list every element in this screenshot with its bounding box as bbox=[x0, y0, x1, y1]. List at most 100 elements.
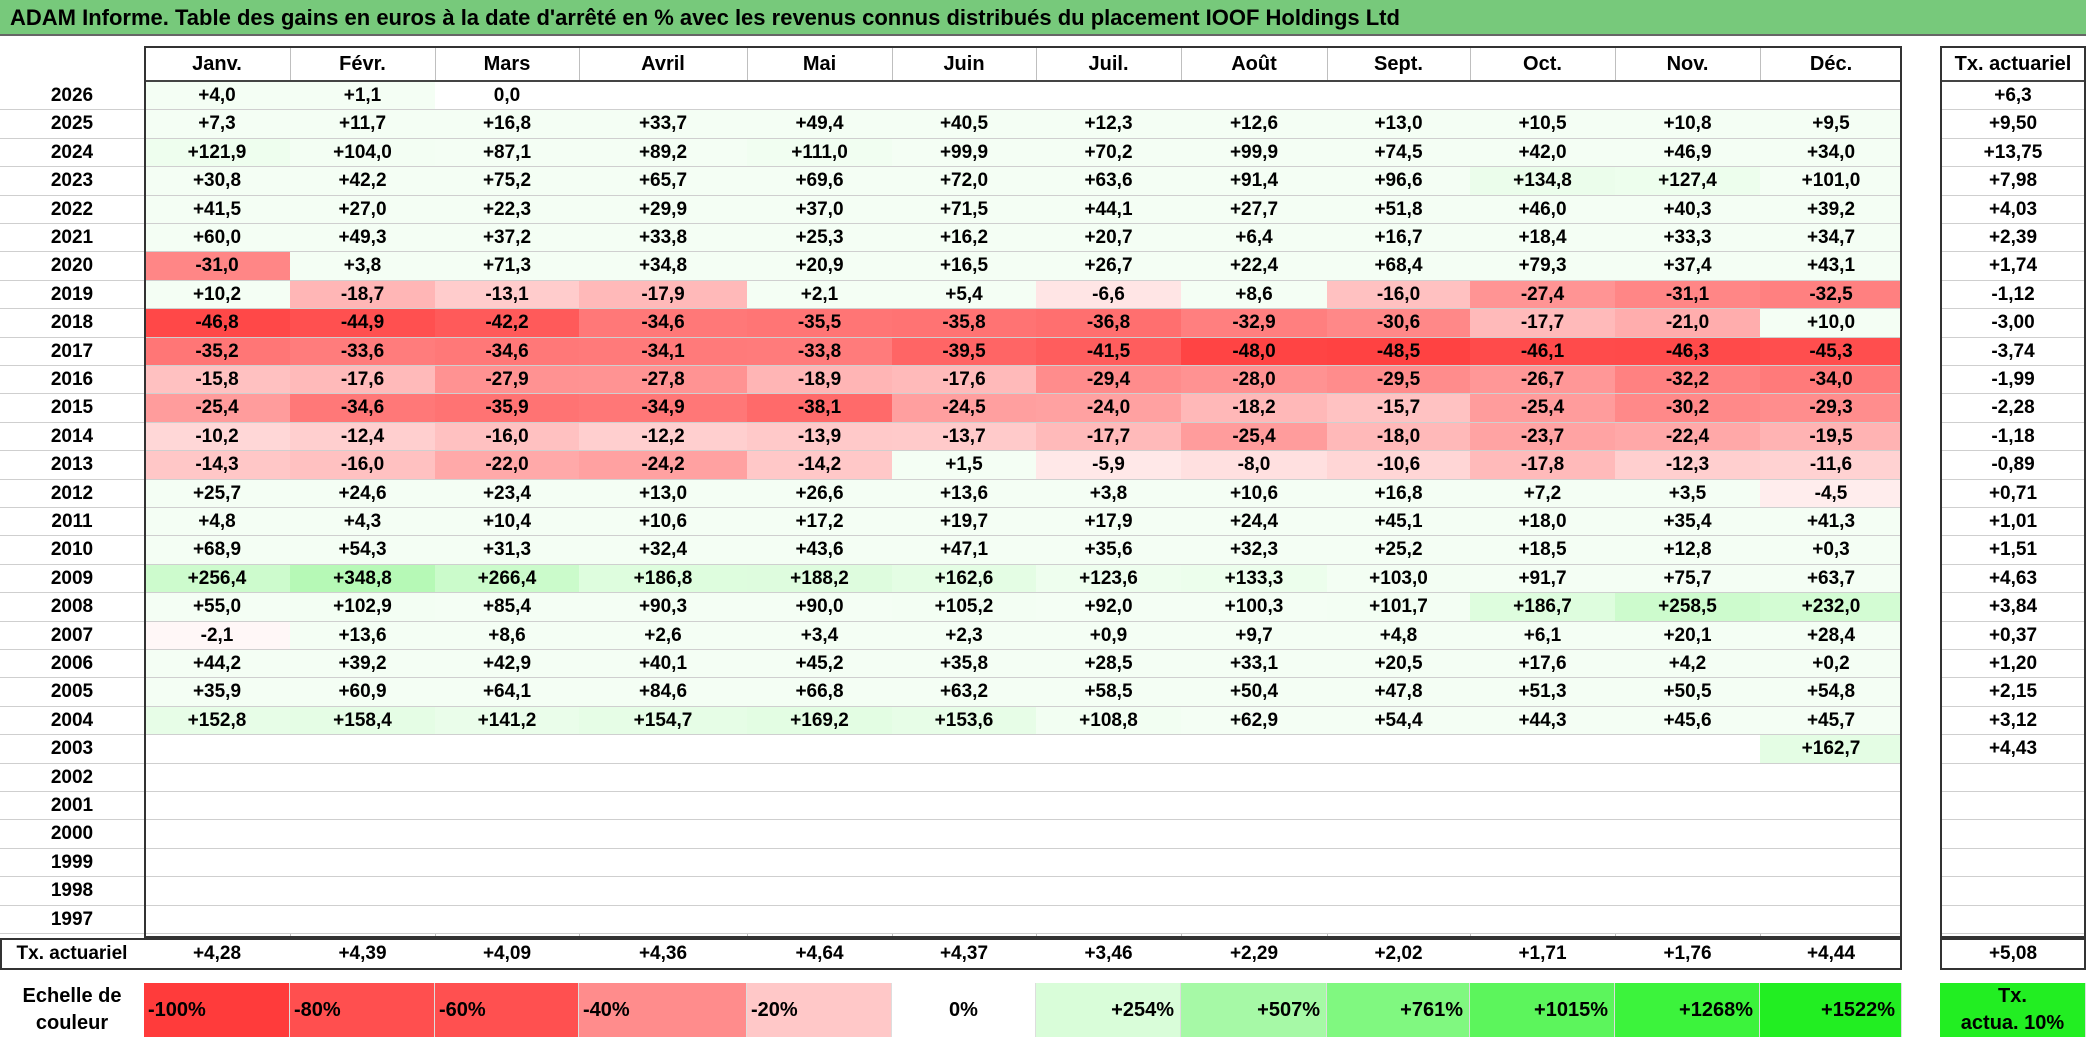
year-label: 1997 bbox=[0, 906, 144, 934]
table-cell bbox=[1327, 848, 1470, 878]
scale-swatch: -60% bbox=[435, 983, 579, 1037]
table-cell: +63,7 bbox=[1760, 564, 1902, 594]
row-rate-cell: -3,00 bbox=[1940, 309, 2086, 338]
month-header: Févr. bbox=[290, 46, 435, 82]
row-rate-cell: -1,99 bbox=[1940, 366, 2086, 395]
table-cell: +0,3 bbox=[1760, 536, 1902, 565]
row-rate-cell: +3,12 bbox=[1940, 707, 2086, 736]
table-cell: +17,6 bbox=[1470, 650, 1615, 679]
table-cell: -21,0 bbox=[1615, 309, 1760, 338]
table-cell: -32,5 bbox=[1760, 280, 1902, 310]
table-cell bbox=[747, 792, 892, 821]
table-cell: +6,4 bbox=[1181, 224, 1327, 253]
table-cell: +42,9 bbox=[435, 650, 579, 679]
year-label: 2022 bbox=[0, 196, 144, 224]
table-cell bbox=[1036, 792, 1181, 821]
table-cell: +105,2 bbox=[892, 593, 1036, 622]
table-cell: +84,6 bbox=[579, 678, 747, 707]
table-cell bbox=[1181, 763, 1327, 792]
table-cell: -34,9 bbox=[579, 394, 747, 423]
table-cell: +23,4 bbox=[435, 479, 579, 508]
scale-label-line: couleur bbox=[35, 1012, 109, 1034]
table-cell: +186,7 bbox=[1470, 593, 1615, 622]
row-rate-cell: +2,39 bbox=[1940, 224, 2086, 253]
table-cell: +35,6 bbox=[1036, 536, 1181, 565]
table-cell: -22,4 bbox=[1615, 422, 1760, 452]
table-cell: +258,5 bbox=[1615, 593, 1760, 622]
table-cell: -46,1 bbox=[1470, 337, 1615, 366]
table-cell: +34,7 bbox=[1760, 224, 1902, 253]
table-cell: +22,4 bbox=[1181, 252, 1327, 281]
table-cell: +55,0 bbox=[144, 593, 290, 622]
table-cell: +24,4 bbox=[1181, 508, 1327, 537]
table-cell: +101,0 bbox=[1760, 167, 1902, 196]
row-rate-cell: +4,43 bbox=[1940, 735, 2086, 764]
page-title: ADAM Informe. Table des gains en euros à… bbox=[0, 0, 2086, 36]
table-cell: +26,6 bbox=[747, 479, 892, 508]
year-label: 2001 bbox=[0, 792, 144, 821]
table-cell: -4,5 bbox=[1760, 479, 1902, 508]
table-cell: -35,5 bbox=[747, 309, 892, 338]
table-cell: +74,5 bbox=[1327, 138, 1470, 168]
table-cell bbox=[1615, 848, 1760, 878]
table-cell: +12,6 bbox=[1181, 110, 1327, 139]
table-cell: +4,0 bbox=[144, 82, 290, 111]
row-rate-cell: +1,20 bbox=[1940, 650, 2086, 679]
table-cell: +100,3 bbox=[1181, 593, 1327, 622]
year-label: 2005 bbox=[0, 678, 144, 707]
table-cell: +60,9 bbox=[290, 678, 435, 707]
table-cell bbox=[290, 820, 435, 849]
table-cell: +32,4 bbox=[579, 536, 747, 565]
table-cell bbox=[747, 877, 892, 906]
table-cell bbox=[1181, 735, 1327, 764]
table-cell bbox=[1615, 877, 1760, 906]
table-cell bbox=[435, 905, 579, 934]
table-cell bbox=[892, 820, 1036, 849]
table-cell: +25,3 bbox=[747, 224, 892, 253]
table-cell bbox=[579, 877, 747, 906]
table-cell: +90,0 bbox=[747, 593, 892, 622]
table-cell: -32,9 bbox=[1181, 309, 1327, 338]
table-cell: +75,7 bbox=[1615, 564, 1760, 594]
table-cell: +158,4 bbox=[290, 706, 435, 736]
table-cell bbox=[1760, 763, 1902, 792]
scale-swatch: +507% bbox=[1181, 983, 1327, 1037]
table-cell: +7,2 bbox=[1470, 479, 1615, 508]
table-cell: +44,3 bbox=[1470, 706, 1615, 736]
table-cell: +133,3 bbox=[1181, 564, 1327, 594]
table-cell: +7,3 bbox=[144, 110, 290, 139]
table-cell: +8,6 bbox=[435, 621, 579, 650]
table-cell bbox=[144, 848, 290, 878]
year-label: 2015 bbox=[0, 394, 144, 423]
table-cell: -32,2 bbox=[1615, 366, 1760, 395]
table-cell: +1,5 bbox=[892, 451, 1036, 480]
table-cell: +2,6 bbox=[579, 621, 747, 650]
table-cell: -33,8 bbox=[747, 337, 892, 366]
table-cell bbox=[144, 877, 290, 906]
table-cell: +16,2 bbox=[892, 224, 1036, 253]
table-cell bbox=[579, 792, 747, 821]
table-cell: -29,5 bbox=[1327, 366, 1470, 395]
scale-swatch: +761% bbox=[1327, 983, 1470, 1037]
table-cell bbox=[1327, 763, 1470, 792]
table-cell: +58,5 bbox=[1036, 678, 1181, 707]
table-cell: +54,3 bbox=[290, 536, 435, 565]
scale-rate-line: Tx. bbox=[1998, 985, 2027, 1007]
footer-rate-frame bbox=[1940, 938, 2086, 970]
year-label: 1998 bbox=[0, 877, 144, 906]
table-cell bbox=[1470, 905, 1615, 934]
scale-swatch: -40% bbox=[579, 983, 747, 1037]
table-cell: -18,2 bbox=[1181, 394, 1327, 423]
table-cell: +18,5 bbox=[1470, 536, 1615, 565]
table-cell bbox=[1327, 792, 1470, 821]
year-label: 2010 bbox=[0, 536, 144, 565]
table-cell bbox=[1327, 82, 1470, 111]
table-cell: +31,3 bbox=[435, 536, 579, 565]
table-cell bbox=[1470, 877, 1615, 906]
year-label: 2009 bbox=[0, 565, 144, 594]
table-cell: +33,8 bbox=[579, 224, 747, 253]
table-cell: +27,0 bbox=[290, 195, 435, 224]
table-cell: +10,2 bbox=[144, 280, 290, 310]
table-cell: +47,1 bbox=[892, 536, 1036, 565]
table-cell: +4,3 bbox=[290, 508, 435, 537]
